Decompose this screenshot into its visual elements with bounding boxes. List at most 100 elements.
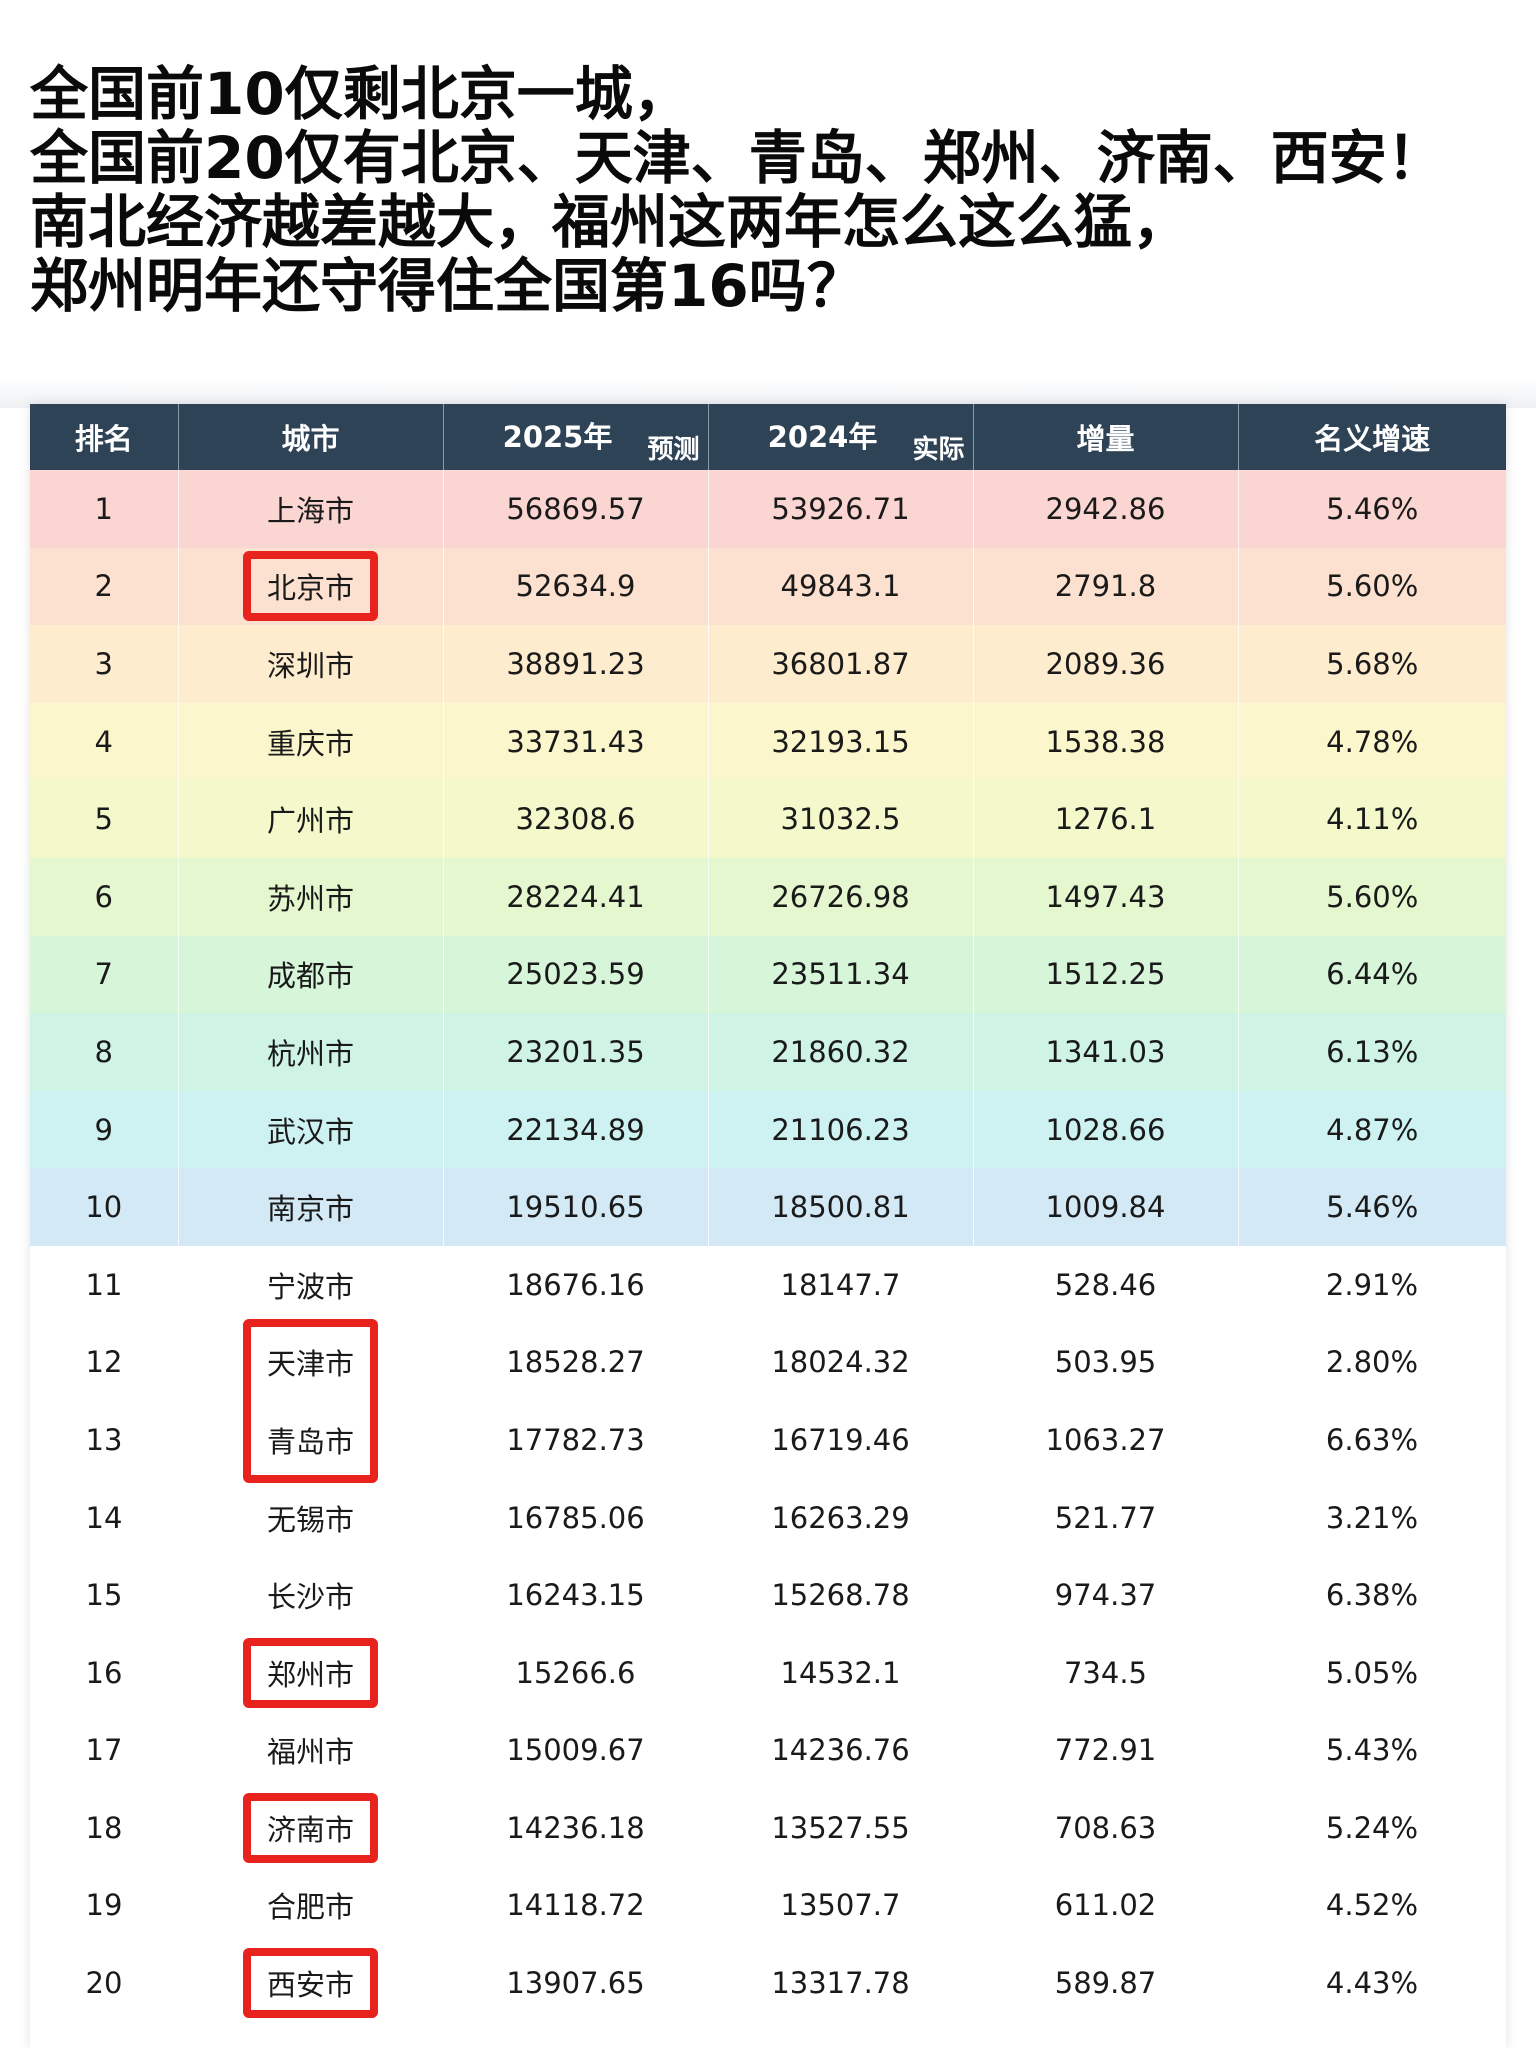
cell-rank: 5 [30, 780, 179, 858]
table-row: 11 宁波市 18676.16 18147.7 528.46 2.91% [30, 1246, 1506, 1324]
city-name: 合肥市 [266, 1890, 354, 1925]
city-name: 郑州市 [266, 1657, 354, 1692]
city-name: 无锡市 [266, 1502, 354, 1537]
cell-rank: 12 [85, 1345, 123, 1380]
cell-gdp-2025: 38891.23 [443, 625, 709, 703]
cell-gdp-2024: 23511.34 [708, 935, 974, 1014]
cell-rank: 16 [85, 1655, 123, 1690]
city-name: 深圳市 [266, 648, 354, 683]
cell-increase: 1341.03 [973, 1013, 1239, 1091]
column-header-label: 增量 [1076, 422, 1135, 456]
cell-growth-rate: 6.38% [1325, 1578, 1419, 1613]
table-row: 15 长沙市 16243.15 15268.78 974.37 6.38% [30, 1556, 1506, 1634]
cell-gdp-2024: 18500.81 [708, 1168, 974, 1246]
table-row: 13 青岛市 17782.73 16719.46 1063.27 6.63% [30, 1401, 1506, 1479]
cell-city: 武汉市 [178, 1090, 444, 1169]
column-header-sublabel: 实际 [912, 435, 965, 465]
city-name: 成都市 [266, 959, 354, 994]
cell-city: 北京市 [178, 547, 444, 626]
city-name: 济南市 [266, 1812, 354, 1847]
cell-gdp-2025: 23201.35 [443, 1013, 709, 1091]
cell-increase: 772.91 [1054, 1733, 1157, 1768]
headline-line: 南北经济越差越大，福州这两年怎么这么猛， [30, 188, 1191, 256]
cell-rank: 20 [85, 1966, 123, 2001]
cell-city: 宁波市 [178, 1246, 443, 1324]
table-header-row: 排名 城市 2025年 预测 2024年 实际 增量 名义增速 [30, 404, 1506, 470]
cell-gdp-2025: 13907.65 [506, 1966, 645, 2001]
column-header-gdp-2024: 2024年 实际 [708, 404, 974, 470]
cell-city: 深圳市 [178, 625, 444, 703]
cell-gdp-2024: 49843.1 [708, 547, 974, 626]
table-row: 1 上海市 56869.57 53926.71 2942.86 5.46% [30, 470, 1506, 548]
cell-city: 杭州市 [178, 1013, 444, 1091]
column-header-increase: 增量 [973, 404, 1239, 470]
headline-line: 郑州明年还守得住全国第16吗？ [30, 252, 865, 320]
cell-growth-rate: 5.46% [1326, 491, 1419, 526]
cell-growth-rate: 4.52% [1325, 1888, 1419, 1923]
cell-gdp-2025: 25023.59 [443, 935, 709, 1014]
cell-city: 苏州市 [178, 857, 444, 936]
column-header-growth-rate: 名义增速 [1238, 404, 1506, 470]
table-row: 10 南京市 19510.65 18500.81 1009.84 5.46% [30, 1168, 1506, 1246]
cell-gdp-2024: 16719.46 [771, 1422, 910, 1457]
city-name: 苏州市 [266, 881, 354, 916]
cell-city: 济南市 [178, 1789, 443, 1867]
cell-rank: 2 [30, 547, 179, 626]
cell-increase: 708.63 [1054, 1810, 1157, 1845]
headline: 全国前10仅剩北京一城， 全国前20仅有北京、天津、青岛、郑州、济南、西安！ 南… [30, 62, 1530, 318]
cell-rank: 11 [85, 1267, 123, 1302]
table-row: 4 重庆市 33731.43 32193.15 1538.38 4.78% [30, 702, 1506, 781]
city-name: 北京市 [266, 571, 354, 606]
cell-growth-rate: 4.43% [1325, 1966, 1419, 2001]
cell-increase: 2089.36 [973, 625, 1239, 703]
cell-increase: 521.77 [1054, 1500, 1157, 1535]
cell-gdp-2024: 13507.7 [780, 1888, 901, 1923]
cell-increase: 589.87 [1054, 1966, 1157, 2001]
cell-increase: 528.46 [1054, 1267, 1157, 1302]
table-row: 6 苏州市 28224.41 26726.98 1497.43 5.60% [30, 857, 1506, 936]
cell-increase: 1538.38 [973, 702, 1239, 781]
column-header-rank: 排名 [30, 404, 179, 470]
cell-gdp-2025: 56869.57 [443, 470, 709, 548]
cell-gdp-2024: 15268.78 [771, 1578, 910, 1613]
cell-gdp-2024: 13527.55 [771, 1810, 910, 1845]
cell-rank: 1 [30, 470, 179, 548]
cell-increase: 1009.84 [973, 1168, 1239, 1246]
headline-line: 全国前20仅有北京、天津、青岛、郑州、济南、西安！ [30, 124, 1445, 192]
cell-increase: 1276.1 [973, 780, 1239, 858]
cell-city: 上海市 [178, 470, 444, 548]
cell-rank: 18 [85, 1810, 123, 1845]
cell-increase: 1028.66 [973, 1090, 1239, 1169]
city-name: 武汉市 [266, 1114, 354, 1149]
cell-gdp-2025: 18676.16 [506, 1267, 645, 1302]
cell-rank: 8 [30, 1013, 179, 1091]
cell-increase: 1063.27 [1045, 1422, 1166, 1457]
cell-city: 合肥市 [178, 1867, 443, 1945]
cell-rank: 14 [85, 1500, 123, 1535]
cell-gdp-2024: 53926.71 [708, 470, 974, 548]
cell-increase: 974.37 [1054, 1578, 1157, 1613]
city-name: 广州市 [266, 804, 354, 839]
table-row: 19 合肥市 14118.72 13507.7 611.02 4.52% [30, 1867, 1506, 1945]
cell-gdp-2025: 16243.15 [506, 1578, 645, 1613]
cell-rank: 10 [30, 1168, 179, 1246]
cell-gdp-2025: 22134.89 [443, 1090, 709, 1169]
cell-gdp-2025: 19510.65 [443, 1168, 709, 1246]
table-row: 7 成都市 25023.59 23511.34 1512.25 6.44% [30, 935, 1506, 1014]
cell-gdp-2024: 16263.29 [771, 1500, 910, 1535]
cell-increase: 734.5 [1063, 1655, 1148, 1690]
table-row: 20 西安市 13907.65 13317.78 589.87 4.43% [30, 1944, 1506, 2022]
cell-growth-rate: 5.05% [1325, 1655, 1419, 1690]
cell-gdp-2025: 33731.43 [443, 702, 709, 781]
cell-city: 西安市 [178, 1944, 443, 2022]
column-header-label: 排名 [74, 422, 133, 456]
city-name: 福州市 [266, 1735, 354, 1770]
cell-city: 重庆市 [178, 702, 444, 781]
cell-gdp-2025: 14118.72 [506, 1888, 645, 1923]
cell-gdp-2024: 32193.15 [708, 702, 974, 781]
cell-growth-rate: 6.13% [1326, 1034, 1419, 1069]
table-row: 3 深圳市 38891.23 36801.87 2089.36 5.68% [30, 625, 1506, 703]
cell-city: 天津市 [178, 1324, 443, 1402]
table-body: 1 上海市 56869.57 53926.71 2942.86 5.46% 2 北京市 5263… [30, 470, 1506, 2022]
cell-gdp-2024: 13317.78 [771, 1966, 910, 2001]
